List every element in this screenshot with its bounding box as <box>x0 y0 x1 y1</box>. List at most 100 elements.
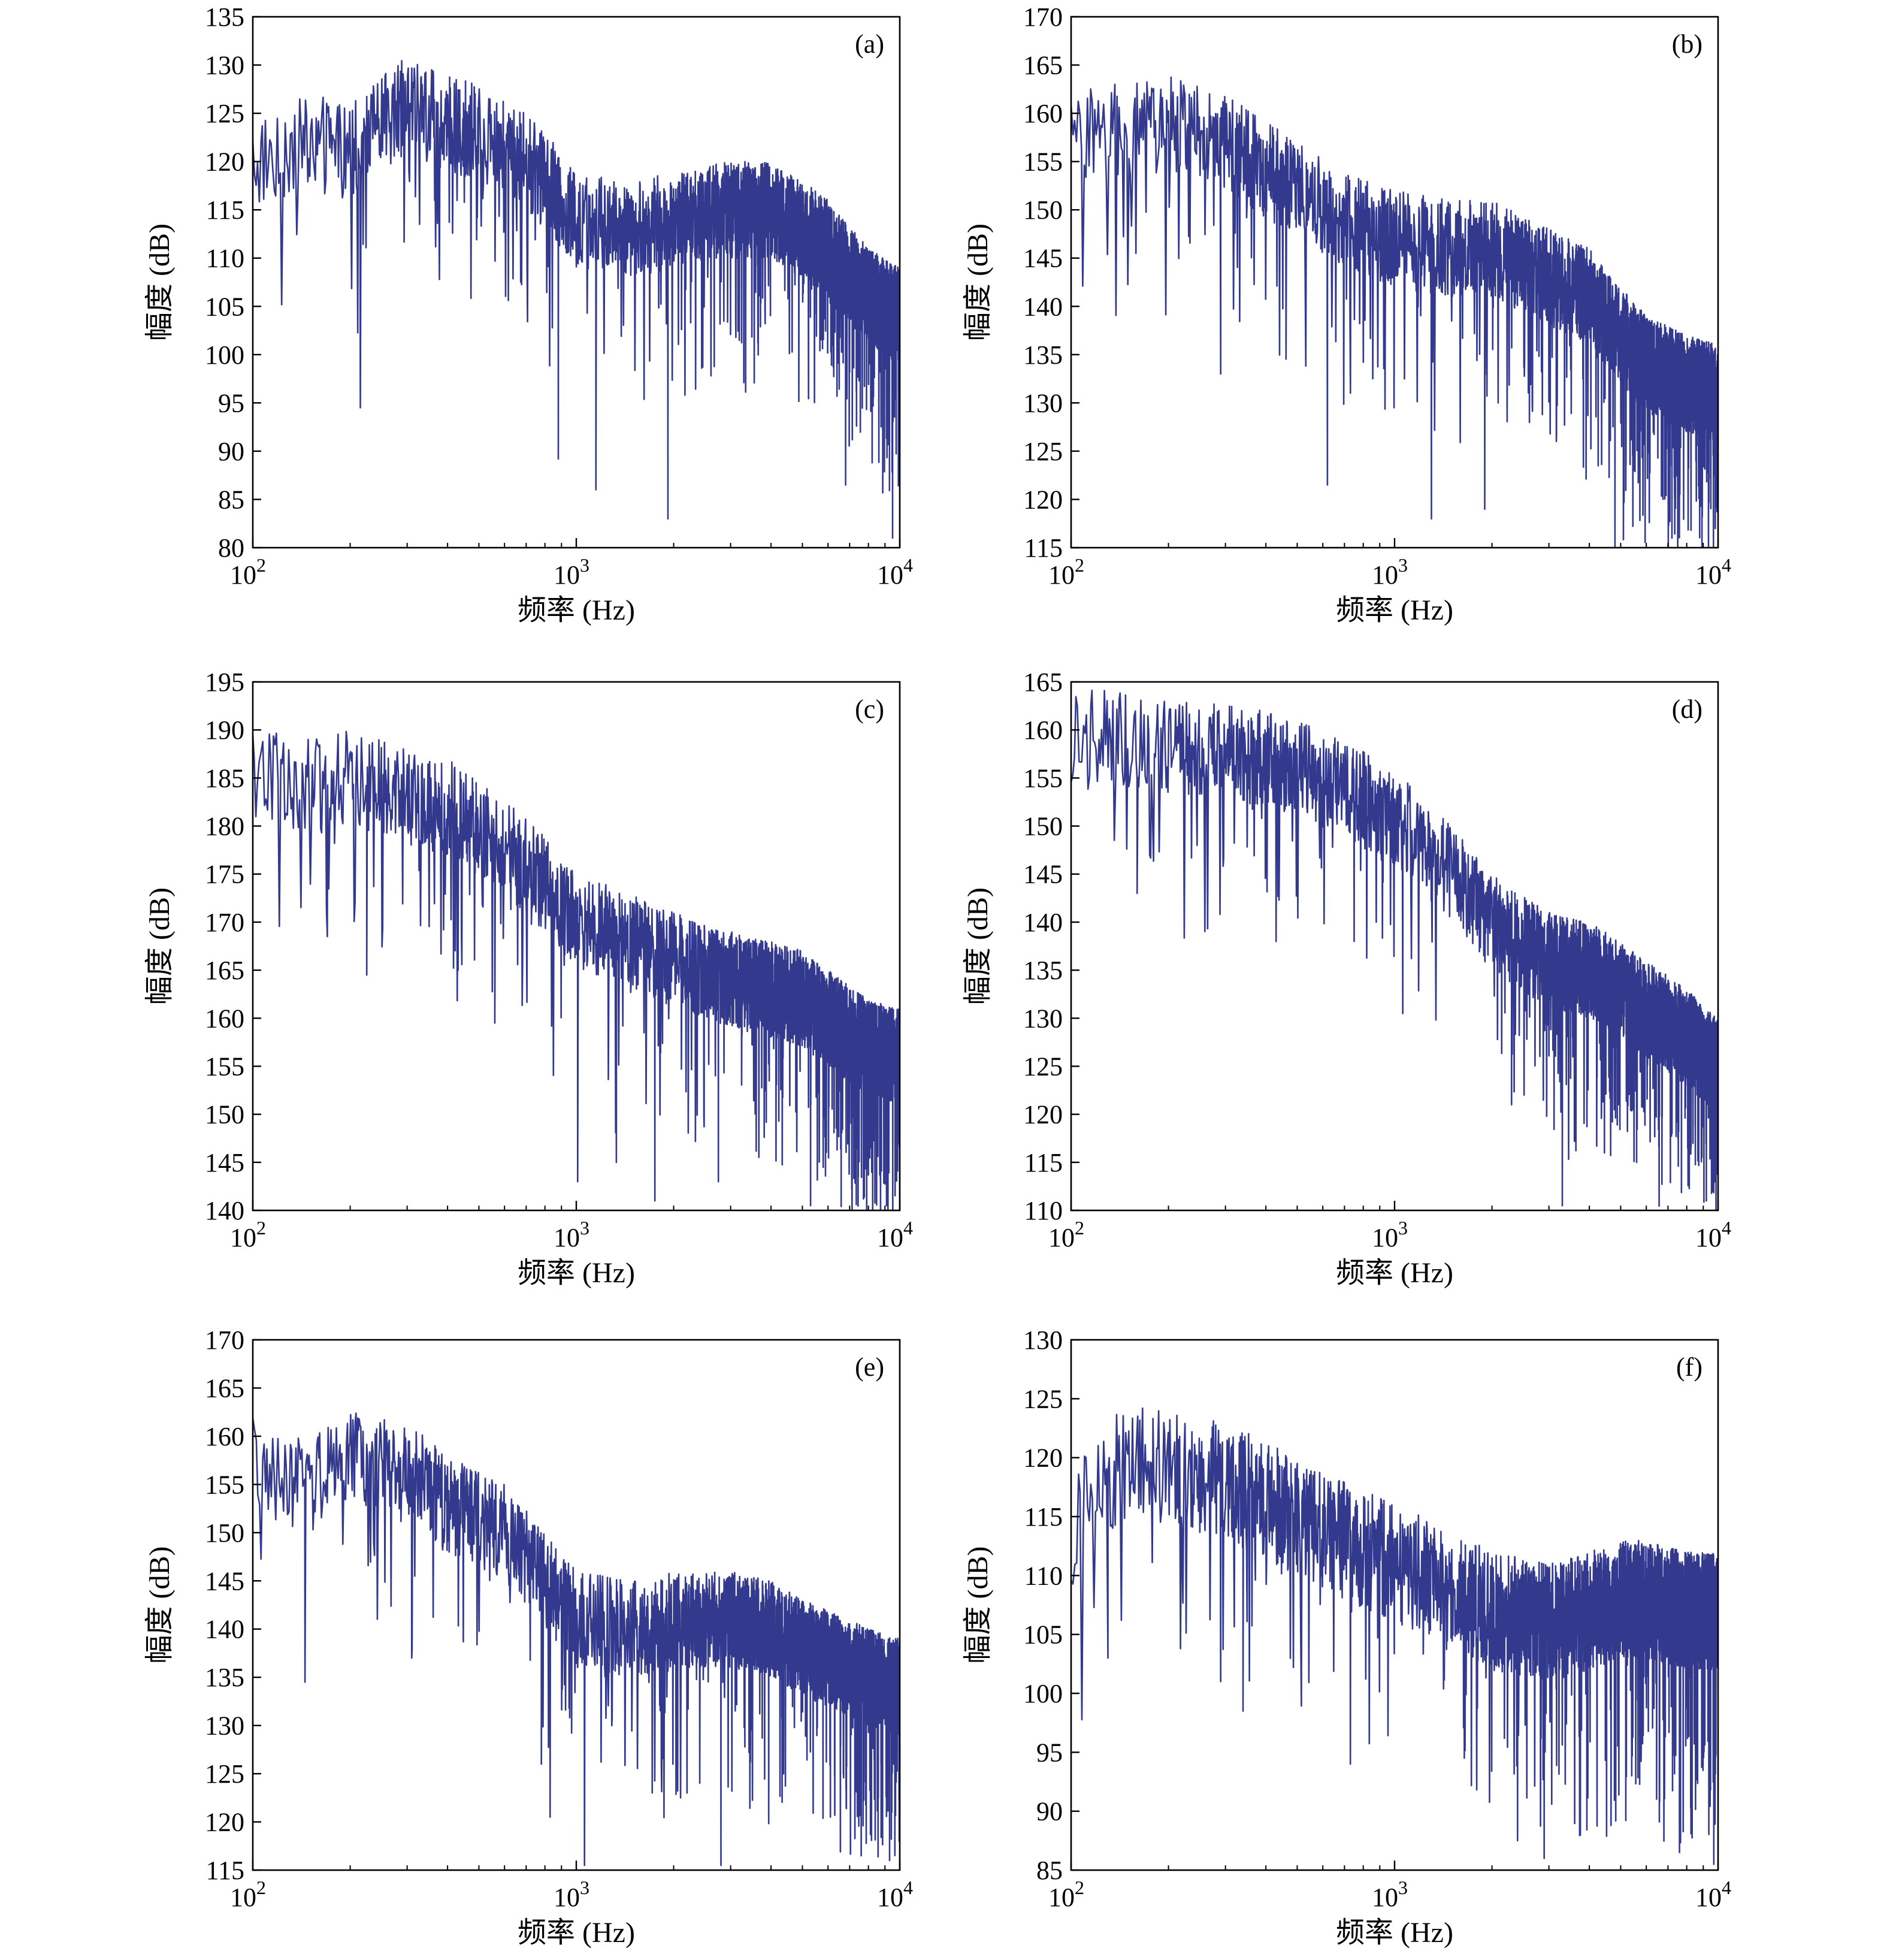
panel-d: 110 115 120 125 130 135 140 145 150 155 160 165 102 1… <box>962 668 1731 1289</box>
panel-d-y-axis-title: 幅度 (dB) <box>962 887 994 1005</box>
panel-a-y-tick-label: 100 <box>205 340 244 370</box>
panel-a-y-tick-label: 125 <box>205 99 244 128</box>
panel-e-x-tick-label: 102 <box>230 1877 266 1912</box>
panel-d-y-tick-label: 115 <box>1024 1148 1063 1177</box>
panel-b-y-axis-title: 幅度 (dB) <box>962 224 994 341</box>
panel-a-y-tick-label: 130 <box>205 51 244 80</box>
panel-c-x-tick-label: 103 <box>554 1217 589 1252</box>
panel-e-y-tick-label: 145 <box>205 1566 244 1596</box>
panel-c-y-axis-title: 幅度 (dB) <box>144 887 176 1005</box>
panel-f: 85 90 95 100 105 110 115 120 125 130 102 103 104 (f) 频… <box>962 1325 1731 1949</box>
panel-b-y-tick-label: 155 <box>1023 147 1063 177</box>
panel-d-y-tick-label: 135 <box>1023 956 1063 985</box>
panel-f-y-axis-title: 幅度 (dB) <box>962 1547 994 1664</box>
panel-b-y-tick-label: 125 <box>1023 437 1063 466</box>
panel-f-series-line <box>1071 1407 1718 1865</box>
panel-c-series-line <box>253 730 900 1210</box>
panel-d-y-tick-label: 160 <box>1023 715 1063 745</box>
panel-a-x-axis-title: 频率 (Hz) <box>518 594 635 626</box>
panel-d-x-tick-label: 103 <box>1372 1217 1408 1252</box>
panel-c-label: (c) <box>855 694 884 724</box>
panel-b-y-tick-label: 170 <box>1023 2 1063 32</box>
panel-c-x-axis-title: 频率 (Hz) <box>518 1257 635 1289</box>
panel-d-y-tick-label: 165 <box>1023 668 1063 697</box>
panel-c-x-tick-label: 102 <box>230 1217 266 1252</box>
panel-b-y-tick-label: 130 <box>1023 388 1063 418</box>
panel-c-x-tick-label: 104 <box>877 1217 913 1252</box>
panel-b-y-tick-label: 145 <box>1023 244 1063 273</box>
panel-d-series-line <box>1071 689 1718 1210</box>
panel-a-y-tick-label: 90 <box>218 437 244 466</box>
panel-e-y-tick-label: 150 <box>205 1518 244 1548</box>
panel-f-y-tick-label: 115 <box>1024 1502 1063 1532</box>
panel-c-y-tick-label: 190 <box>205 715 244 745</box>
panel-a-x-tick-label: 103 <box>554 554 589 590</box>
panel-b-y-tick-label: 165 <box>1023 51 1063 80</box>
panel-b-y-tick-label: 150 <box>1023 195 1063 225</box>
panel-c-y-tick-label: 175 <box>205 860 244 889</box>
panel-f-y-tick-label: 130 <box>1023 1325 1063 1355</box>
panel-c: 140 145 150 155 160 165 170 175 180 185 190 195 102 1… <box>144 668 913 1289</box>
panel-b-y-tick-label: 120 <box>1023 485 1063 514</box>
panel-f-y-tick-label: 85 <box>1036 1856 1063 1885</box>
panel-e-y-tick-label: 135 <box>205 1663 244 1692</box>
panel-d-x-tick-label: 104 <box>1695 1217 1731 1252</box>
panel-f-x-tick-label: 104 <box>1695 1877 1731 1912</box>
panel-b: 115 120 125 130 135 140 145 150 155 160 165 170 102 1… <box>962 2 1731 626</box>
panel-c-y-tick-label: 140 <box>205 1196 244 1225</box>
panel-a-series-line <box>253 60 900 539</box>
panel-e-y-tick-label: 160 <box>205 1422 244 1451</box>
panel-b-y-tick-label: 160 <box>1023 99 1063 128</box>
panel-b-x-tick-label: 104 <box>1695 554 1731 590</box>
panel-a-y-tick-label: 105 <box>205 292 244 321</box>
panel-d-y-tick-label: 140 <box>1023 908 1063 937</box>
panel-f-y-tick-label: 125 <box>1023 1384 1063 1414</box>
panel-f-x-axis-title: 频率 (Hz) <box>1336 1917 1453 1949</box>
panel-e-y-tick-label: 125 <box>205 1759 244 1789</box>
panel-c-y-tick-label: 155 <box>205 1052 244 1081</box>
panel-b-label: (b) <box>1672 29 1702 59</box>
panel-e-label: (e) <box>855 1352 884 1382</box>
panel-d-x-tick-label: 102 <box>1048 1217 1084 1252</box>
panel-b-x-axis-title: 频率 (Hz) <box>1336 594 1453 626</box>
panel-b-y-tick-label: 115 <box>1024 533 1063 563</box>
panel-a-y-tick-label: 110 <box>206 244 244 273</box>
panel-c-y-tick-label: 170 <box>205 908 244 937</box>
panel-d-y-tick-label: 155 <box>1023 763 1063 793</box>
panel-e-series-line <box>253 1412 900 1867</box>
panel-e-y-tick-label: 115 <box>206 1856 244 1885</box>
panel-e-y-axis-title: 幅度 (dB) <box>144 1547 176 1664</box>
panel-b-x-tick-label: 102 <box>1048 554 1084 590</box>
panel-b-x-tick-label: 103 <box>1372 554 1408 590</box>
panel-d-label: (d) <box>1672 694 1702 724</box>
panel-e-y-tick-label: 165 <box>205 1373 244 1403</box>
panel-f-y-tick-label: 120 <box>1023 1443 1063 1473</box>
panel-e-x-axis-title: 频率 (Hz) <box>518 1917 635 1949</box>
panel-d-y-tick-label: 110 <box>1024 1196 1063 1225</box>
panel-c-y-tick-label: 145 <box>205 1148 244 1177</box>
panel-e-y-tick-label: 140 <box>205 1615 244 1644</box>
panel-b-y-tick-label: 135 <box>1023 340 1063 370</box>
panel-e-y-tick-label: 170 <box>205 1325 244 1355</box>
panel-a-y-tick-label: 95 <box>218 388 244 418</box>
panel-f-y-tick-label: 90 <box>1036 1797 1063 1826</box>
panel-c-y-tick-label: 160 <box>205 1004 244 1033</box>
panel-a-x-tick-label: 102 <box>230 554 266 590</box>
panel-a-y-tick-label: 85 <box>218 485 244 514</box>
panel-d-y-tick-label: 145 <box>1023 860 1063 889</box>
panel-e-y-tick-label: 155 <box>205 1470 244 1499</box>
panel-a-y-tick-label: 135 <box>205 2 244 32</box>
panel-d-y-tick-label: 150 <box>1023 812 1063 841</box>
panel-e: 115 120 125 130 135 140 145 150 155 160 165 170 102 1… <box>144 1325 913 1949</box>
panel-a-label: (a) <box>855 29 884 59</box>
panel-e-y-tick-label: 120 <box>205 1808 244 1837</box>
panel-d-y-tick-label: 130 <box>1023 1004 1063 1033</box>
panel-a-y-axis-title: 幅度 (dB) <box>144 224 176 341</box>
panel-e-x-tick-label: 104 <box>877 1877 913 1912</box>
panel-e-x-tick-label: 103 <box>554 1877 589 1912</box>
panel-d-y-tick-label: 125 <box>1023 1052 1063 1081</box>
panel-a-y-tick-label: 120 <box>205 147 244 177</box>
panel-f-y-tick-label: 110 <box>1024 1561 1063 1590</box>
panel-c-y-tick-label: 165 <box>205 956 244 985</box>
